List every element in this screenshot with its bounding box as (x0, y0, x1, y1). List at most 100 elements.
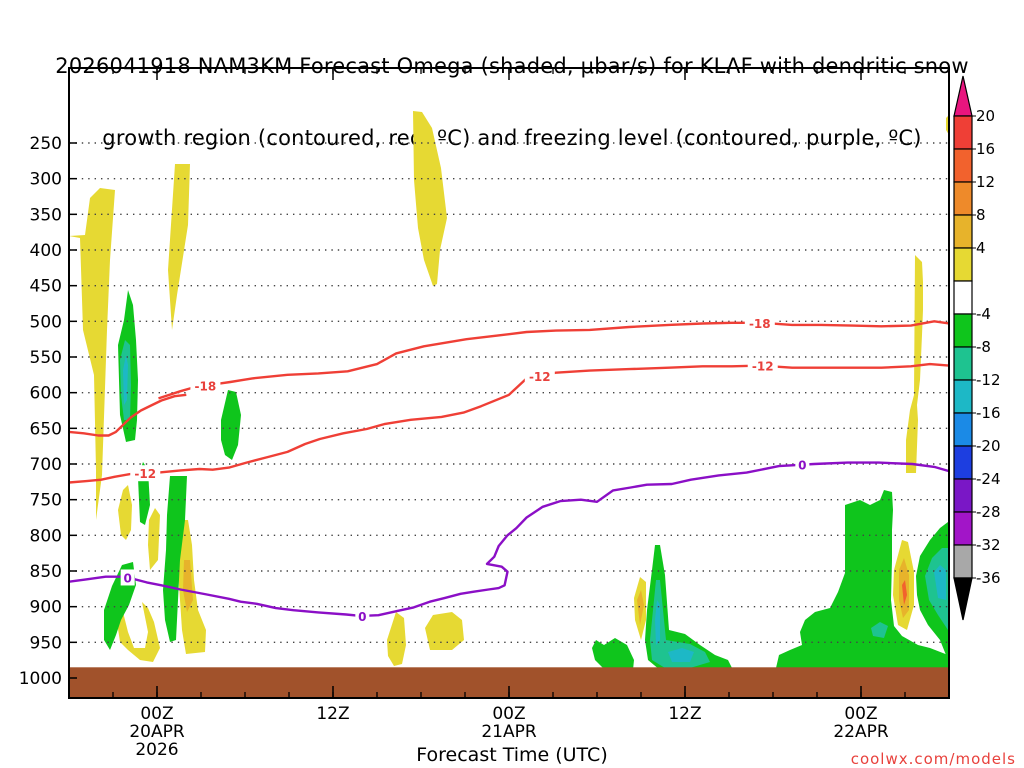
x-tick-label: 21APR (481, 722, 537, 742)
y-tick-label: 900 (30, 598, 62, 618)
x-tick-label: 2026 (135, 740, 178, 760)
shade-teal-4 (871, 622, 888, 638)
shade-green-2 (221, 390, 241, 460)
shade-teal-2 (650, 580, 710, 668)
colorbar-label: -12 (976, 371, 1001, 389)
contour-label-bg (744, 314, 775, 331)
y-tick-label: 500 (30, 312, 62, 332)
shade-red-1 (902, 580, 907, 605)
x-tick-label: 20APR (129, 722, 185, 742)
contour-label-bg (190, 377, 221, 394)
contour-label-bg (130, 465, 161, 482)
shade-yellow-6 (118, 485, 132, 540)
shade-green-5 (163, 476, 187, 642)
shade-yellow-4 (906, 255, 923, 473)
colorbar-max-triangle (953, 75, 973, 117)
colorbar-box (953, 379, 973, 414)
shade-yellow-3 (413, 111, 447, 286)
shade-yellow-10 (387, 612, 406, 666)
colorbar-label: -4 (976, 305, 991, 323)
y-tick-label: 250 (30, 134, 62, 154)
contour-label-bg (795, 456, 810, 473)
contour-0 (69, 461, 949, 618)
colorbar-min-triangle (953, 577, 973, 621)
chart-title-line-1: 2026041918 NAM3KM Forecast Omega (shaded… (55, 54, 969, 78)
contour--18 (158, 320, 949, 400)
y-tick-label: 700 (30, 455, 62, 475)
shade-orange-1 (183, 560, 193, 612)
colorbar-label: 16 (976, 140, 995, 158)
colorbar-box (953, 478, 973, 513)
x-tick-label: 12Z (316, 704, 349, 724)
shade-orange-2 (637, 590, 644, 625)
shade-yellow-8 (117, 602, 160, 662)
colorbar-box (953, 511, 973, 546)
x-tick-label: 00Z (492, 704, 525, 724)
colorbar-box (953, 445, 973, 480)
contour-label-bg (120, 569, 135, 586)
colorbar-label: 12 (976, 173, 995, 191)
chart-title: 2026041918 NAM3KM Forecast Omega (shaded… (0, 6, 1024, 174)
colorbar-box (953, 247, 973, 282)
colorbar-box (953, 412, 973, 447)
x-axis-label: Forecast Time (UTC) (416, 744, 608, 766)
colorbar-label: -32 (976, 536, 1001, 554)
y-tick-label: 750 (30, 491, 62, 511)
y-tick-label: 400 (30, 241, 62, 261)
shade-cyan-2 (655, 600, 660, 645)
colorbar-label: -36 (976, 569, 1001, 587)
colorbar-box (953, 313, 973, 348)
contour--6 (69, 393, 187, 437)
colorbar-box (953, 346, 973, 381)
contour-label: -12 (529, 370, 551, 384)
colorbar-box (953, 148, 973, 183)
contour-lines (69, 320, 949, 618)
contour-label: -18 (195, 380, 217, 394)
y-tick-label: 850 (30, 562, 62, 582)
colorbar-box (953, 115, 973, 150)
shade-yellow-2 (168, 164, 190, 330)
y-tick-label: 650 (30, 419, 62, 439)
y-tick-label: 950 (30, 633, 62, 653)
colorbar-label: 20 (976, 107, 995, 125)
contour-labels: -18 -18 -12 -12 -12 0 0 0 (120, 314, 810, 624)
colorbar-box (953, 214, 973, 249)
shade-yellow-7 (148, 508, 160, 570)
omega-shading (69, 111, 949, 672)
colorbar-label: -8 (976, 338, 991, 356)
x-tick-label: 00Z (844, 704, 877, 724)
colorbar-label: 8 (976, 206, 986, 224)
contour-label: -18 (749, 317, 771, 331)
shade-yellow-11 (425, 612, 464, 650)
colorbar-box (953, 280, 973, 315)
contour-label-bg (524, 367, 555, 384)
contour--12 (69, 362, 949, 484)
x-tick-label: 00Z (140, 704, 173, 724)
contour-label: 0 (798, 459, 806, 473)
contour-label: -12 (134, 467, 156, 481)
colorbar-label: -24 (976, 470, 1001, 488)
x-tick-label: 22APR (833, 722, 889, 742)
contour-label: 0 (358, 610, 366, 624)
contour-label: 0 (123, 571, 131, 585)
colorbar-label: -16 (976, 404, 1001, 422)
colorbar-label: -20 (976, 437, 1001, 455)
credit-text: coolwx.com/models (850, 750, 1016, 768)
shade-yellow-1 (69, 188, 115, 520)
y-tick-label: 1000 (19, 669, 62, 689)
shade-green-6 (592, 638, 634, 670)
y-tick-label: 800 (30, 526, 62, 546)
shade-cyan-4 (934, 565, 946, 600)
y-tick-label: 300 (30, 170, 62, 190)
contour-label-bg (747, 357, 778, 374)
colorbar-label: -28 (976, 503, 1001, 521)
contour-label: -12 (752, 360, 774, 374)
colorbar: 20 16 12 8 4 -4 -8 -12 -16 -20 -24 -28 -32 -36 (953, 75, 1001, 621)
y-tick-label: 350 (30, 205, 62, 225)
shade-green-8 (776, 490, 948, 671)
y-tick-label: 550 (30, 348, 62, 368)
colorbar-label: 4 (976, 239, 986, 257)
y-axis: 250 300 350 400 450 500 550 600 650 700 750 800 850 9… (19, 134, 77, 689)
